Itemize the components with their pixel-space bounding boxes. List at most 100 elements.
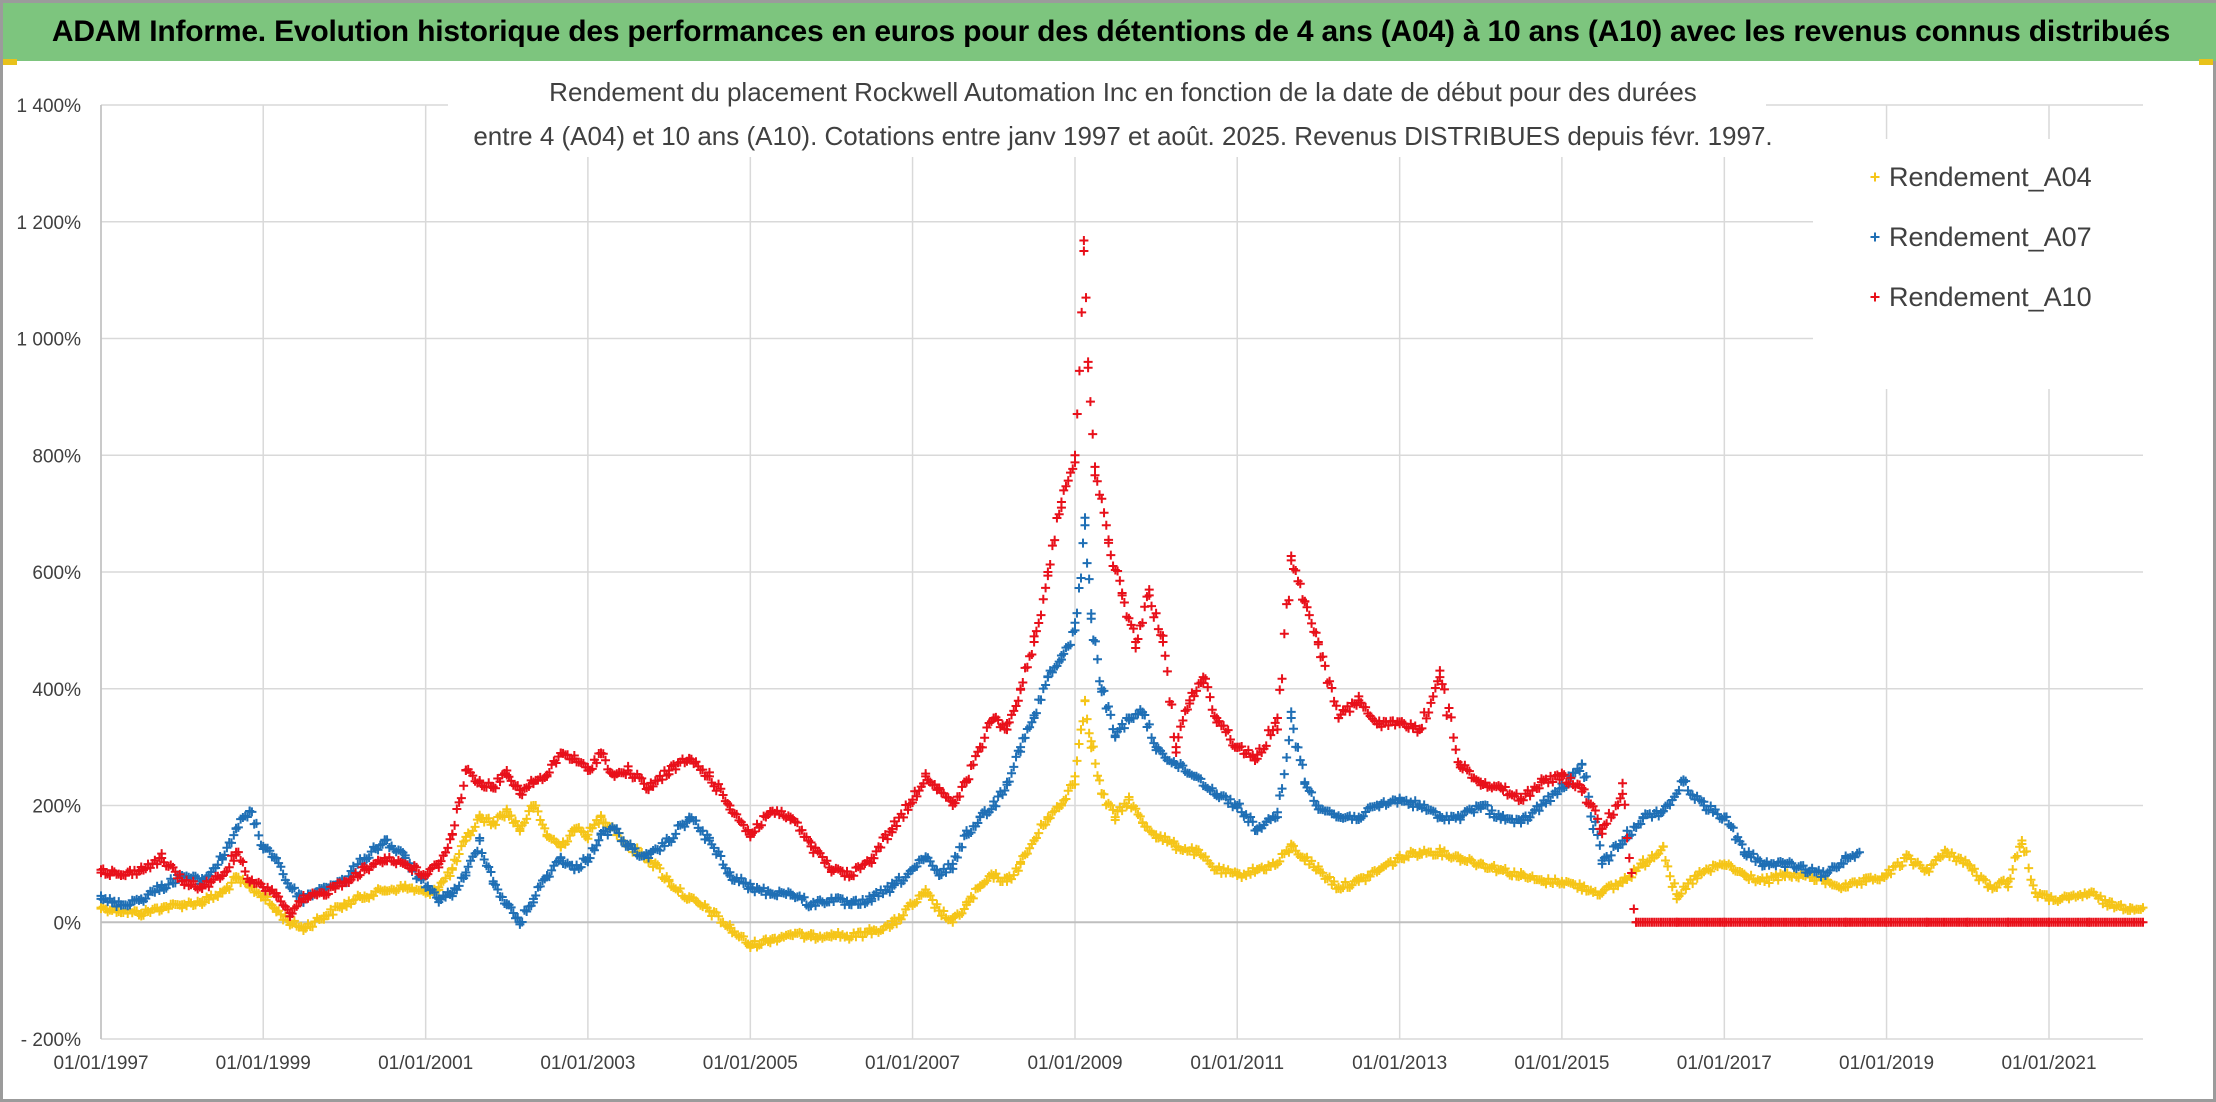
series-marker [1534,783,1544,793]
data-point [644,783,654,793]
data-point [1286,555,1296,565]
data-point [934,871,944,881]
series-marker [547,865,557,875]
data-point [1124,795,1134,805]
data-point [217,853,227,863]
series-marker [1469,807,1479,817]
series-marker [407,865,417,875]
data-point [664,876,674,886]
series-marker [655,846,665,856]
data-point [1983,882,1993,892]
series-marker [1295,755,1305,765]
series-marker [276,862,286,872]
series-marker [1063,476,1073,486]
series-marker [224,862,234,872]
series-marker [936,911,946,921]
series-marker [799,892,809,902]
series-marker [1079,236,1089,246]
data-point [1638,812,1648,822]
data-point [258,841,268,851]
series-marker [1688,879,1698,889]
series-marker [170,867,180,877]
data-point [1016,859,1026,869]
data-point [271,906,281,916]
series-marker [1404,852,1414,862]
series-marker [454,881,464,891]
series-marker [1088,429,1098,439]
series-marker [1113,566,1123,576]
series-marker [1266,730,1276,740]
data-point [1286,841,1296,851]
data-point [1841,882,1851,892]
data-point [583,853,593,863]
series-marker [1615,793,1625,803]
data-point [1374,801,1384,810]
data-point [2064,894,2074,904]
data-point [2138,903,2148,913]
data-point [1496,812,1506,822]
corner-accent-right [2199,59,2213,65]
series-marker [1189,691,1199,701]
data-point [664,836,674,846]
data-point [569,754,579,764]
data-point [1516,871,1526,881]
series-marker [1320,661,1330,671]
series-marker [308,922,318,932]
series-marker [1270,718,1280,728]
series-marker [589,845,599,855]
data-point [610,771,620,781]
series-marker [1011,701,1021,711]
series-Rendement_A10 [96,236,2148,927]
series-marker [659,841,669,851]
series-marker [1219,721,1229,731]
series-marker [720,863,730,873]
data-point [1080,695,1090,705]
series-marker [898,812,908,822]
data-point [1138,818,1148,828]
data-point [1658,806,1668,816]
data-point [400,882,410,892]
data-point [921,853,931,863]
series-marker [1604,856,1614,866]
data-point [962,830,972,840]
data-point [447,865,457,875]
series-marker [714,779,724,789]
data-point [583,765,593,775]
series-marker [797,928,807,938]
data-point [1395,853,1405,863]
data-point [1117,590,1127,600]
series-marker [1816,872,1826,882]
series-marker [1076,573,1086,583]
data-point [488,876,498,886]
data-point [1272,859,1282,869]
series-marker [1430,683,1440,693]
series-marker [535,815,545,825]
series-marker [1082,714,1092,724]
data-point [1577,882,1587,892]
series-marker [328,910,338,920]
series-marker [1307,856,1317,866]
legend-label: Rendement_A10 [1889,282,2092,312]
series-marker [1090,759,1100,769]
data-point [1597,888,1607,898]
data-point [644,853,654,863]
series-marker [2024,863,2034,873]
series-marker [930,779,940,789]
series-marker [1674,785,1684,795]
data-point [1496,783,1506,793]
data-point [339,876,349,886]
data-point [1272,812,1282,822]
series-marker [1074,366,1084,376]
data-point [1131,637,1141,647]
series-marker [1147,733,1157,743]
data-point [197,897,207,907]
data-point [765,806,775,816]
series-marker [1681,884,1691,894]
series-marker [655,863,665,873]
series-marker [468,771,478,781]
series-marker [1009,706,1019,716]
series-marker [1575,766,1585,776]
data-point [1841,917,1851,927]
data-point [556,748,566,758]
series-marker [1084,574,1094,584]
